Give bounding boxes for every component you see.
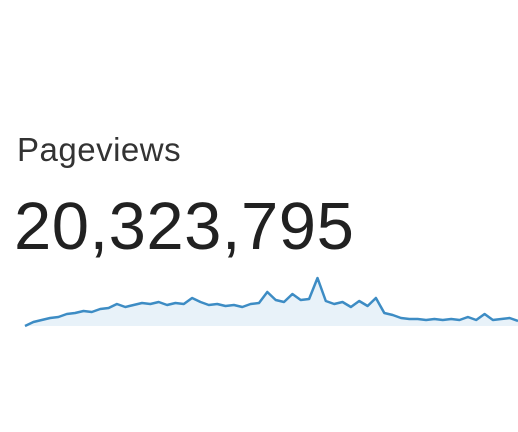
metric-label: Pageviews: [17, 131, 182, 168]
area-fill: [25, 278, 518, 326]
line: [24, 276, 518, 328]
metric-value: 20,323,795: [14, 189, 355, 264]
